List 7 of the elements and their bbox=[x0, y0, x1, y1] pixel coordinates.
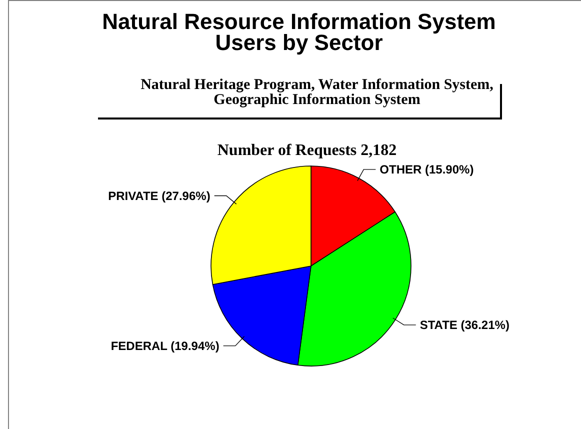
slice-label: OTHER (15.90%) bbox=[380, 162, 474, 177]
text: Number of Requests 2,182 bbox=[217, 142, 397, 159]
slice-label: PRIVATE (27.96%) bbox=[108, 188, 210, 203]
chart-title: Natural Resource Information System Users by Sector bbox=[102, 9, 496, 55]
slice-label: FEDERAL (19.94%) bbox=[110, 339, 220, 354]
chart-subtitle: Natural Heritage Program, Water Information System, Geographic Information System bbox=[140, 77, 494, 108]
slice-label: STATE (36.21%) bbox=[420, 318, 510, 332]
